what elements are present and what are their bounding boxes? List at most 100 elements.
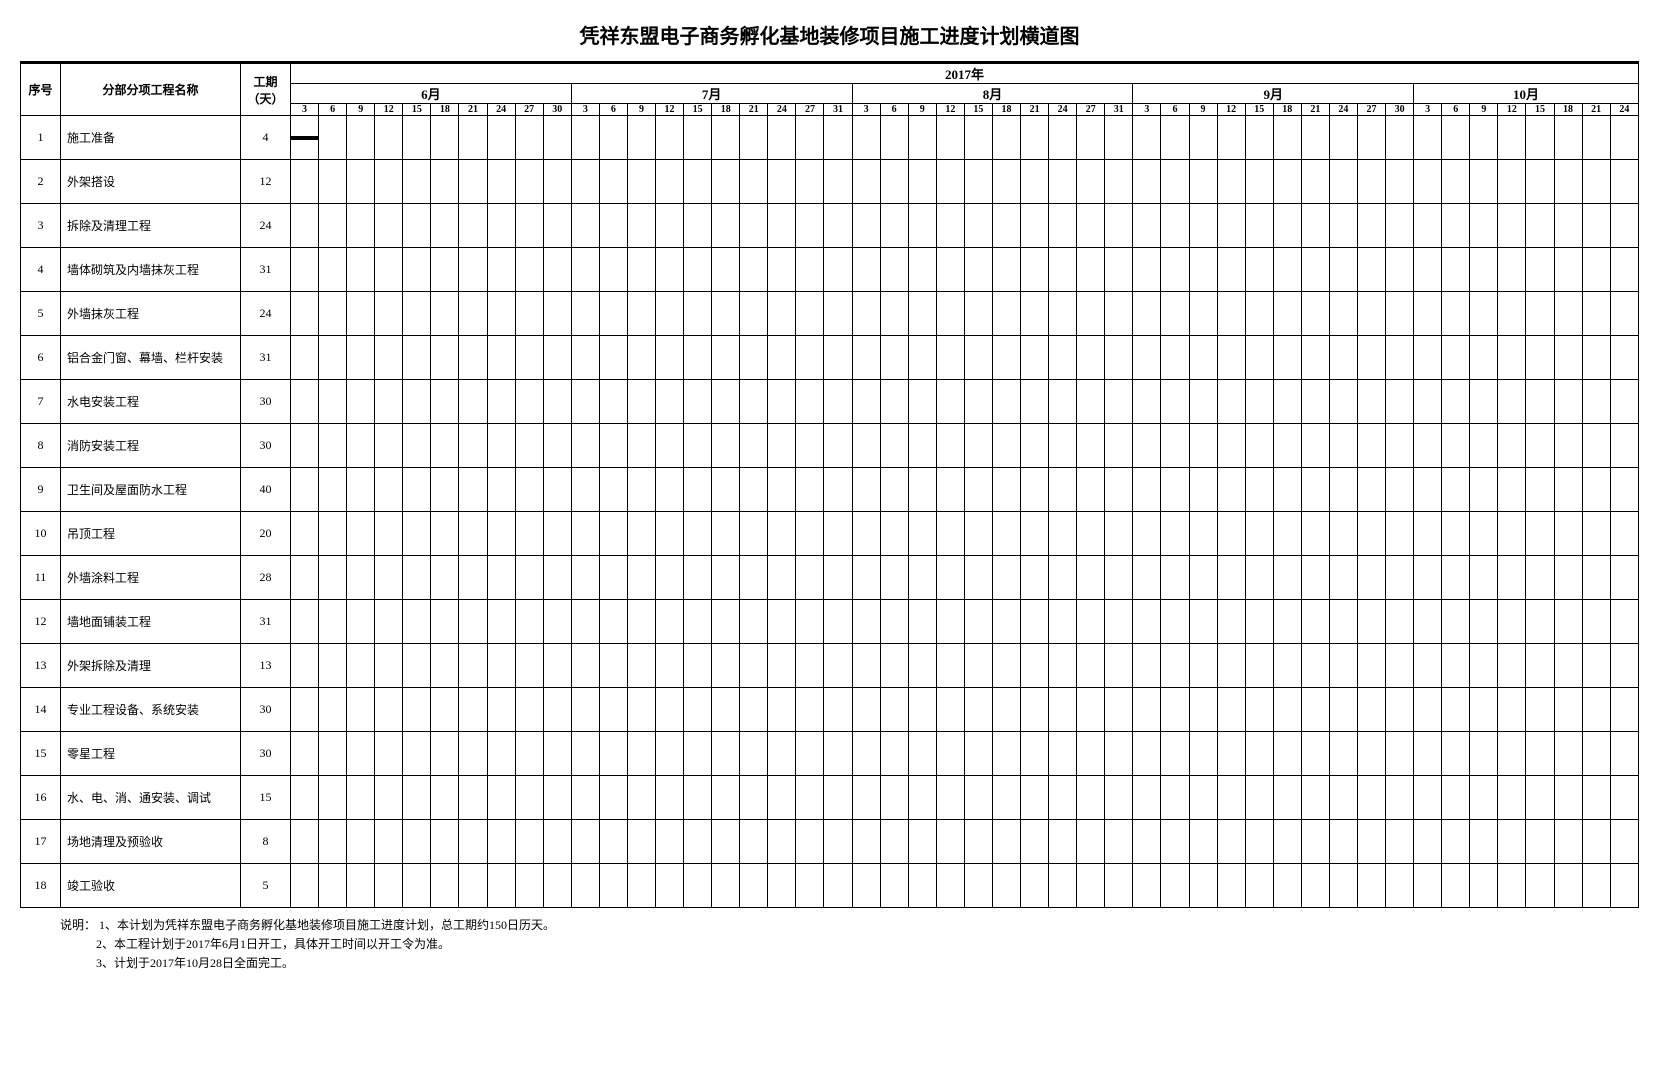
grid-cell [796, 732, 824, 776]
grid-cell [319, 160, 347, 204]
task-duration: 8 [241, 820, 291, 864]
grid-cell [1161, 292, 1189, 336]
grid-cell [1386, 248, 1414, 292]
grid-cell [740, 776, 768, 820]
task-name: 外墙涂料工程 [61, 556, 241, 600]
grid-cell [852, 776, 880, 820]
grid-cell [1217, 424, 1245, 468]
grid-cell [852, 380, 880, 424]
grid-cell [487, 820, 515, 864]
grid-cell [796, 776, 824, 820]
header-day: 24 [1329, 104, 1357, 116]
grid-cell [627, 600, 655, 644]
grid-cell [852, 204, 880, 248]
grid-cell [740, 512, 768, 556]
grid-cell [543, 600, 571, 644]
grid-cell [515, 424, 543, 468]
grid-cell [1049, 688, 1077, 732]
header-seq: 序号 [21, 64, 61, 116]
grid-cell [824, 556, 852, 600]
task-name: 吊顶工程 [61, 512, 241, 556]
task-duration: 4 [241, 116, 291, 160]
grid-cell [1386, 380, 1414, 424]
grid-cell [908, 644, 936, 688]
grid-cell [684, 600, 712, 644]
grid-cell [403, 248, 431, 292]
grid-cell [1077, 160, 1105, 204]
grid-cell [1217, 336, 1245, 380]
grid-cell [656, 248, 684, 292]
grid-cell [1301, 204, 1329, 248]
grid-cell [1329, 556, 1357, 600]
grid-cell [768, 204, 796, 248]
grid-cell [1526, 600, 1554, 644]
grid-cell [1245, 204, 1273, 248]
grid-cell [684, 424, 712, 468]
grid-cell [627, 116, 655, 160]
grid-cell [964, 380, 992, 424]
grid-cell [459, 292, 487, 336]
grid-cell [908, 424, 936, 468]
grid-cell [627, 292, 655, 336]
grid-cell [515, 864, 543, 908]
grid-cell [1526, 116, 1554, 160]
grid-cell [347, 248, 375, 292]
grid-cell [740, 600, 768, 644]
grid-cell [964, 688, 992, 732]
grid-cell [1554, 336, 1582, 380]
grid-cell [1273, 776, 1301, 820]
grid-cell [1582, 248, 1610, 292]
grid-cell [571, 644, 599, 688]
task-seq: 15 [21, 732, 61, 776]
grid-cell [1273, 600, 1301, 644]
task-row: 11外墙涂料工程28 [21, 556, 1639, 600]
grid-cell [740, 424, 768, 468]
grid-cell [431, 864, 459, 908]
grid-cell [487, 336, 515, 380]
grid-cell [319, 644, 347, 688]
grid-cell [1554, 380, 1582, 424]
grid-cell [375, 512, 403, 556]
grid-cell [1189, 644, 1217, 688]
grid-cell [1470, 468, 1498, 512]
grid-cell [1105, 248, 1133, 292]
grid-cell [1357, 424, 1385, 468]
grid-cell [1442, 468, 1470, 512]
grid-cell [1526, 248, 1554, 292]
grid-cell [1498, 512, 1526, 556]
grid-cell [627, 732, 655, 776]
grid-cell [375, 864, 403, 908]
grid-cell [1610, 512, 1638, 556]
grid-cell [599, 820, 627, 864]
header-day: 3 [291, 104, 319, 116]
grid-cell [1273, 248, 1301, 292]
grid-cell [908, 248, 936, 292]
grid-cell [1301, 336, 1329, 380]
grid-cell [880, 600, 908, 644]
grid-cell [347, 468, 375, 512]
grid-cell [571, 864, 599, 908]
task-duration: 40 [241, 468, 291, 512]
grid-cell [571, 556, 599, 600]
grid-cell [319, 468, 347, 512]
grid-cell [1077, 820, 1105, 864]
grid-cell [1105, 820, 1133, 864]
grid-cell [1217, 468, 1245, 512]
grid-cell [964, 512, 992, 556]
grid-cell [571, 116, 599, 160]
grid-cell [347, 204, 375, 248]
grid-cell [936, 688, 964, 732]
grid-cell [1582, 160, 1610, 204]
grid-cell [347, 160, 375, 204]
grid-cell [684, 160, 712, 204]
grid-cell [515, 116, 543, 160]
header-day: 12 [1498, 104, 1526, 116]
grid-cell [1049, 160, 1077, 204]
grid-cell [431, 512, 459, 556]
header-day: 6 [599, 104, 627, 116]
grid-cell [768, 864, 796, 908]
grid-cell [684, 336, 712, 380]
grid-cell [487, 688, 515, 732]
grid-cell [1414, 864, 1442, 908]
grid-cell [599, 776, 627, 820]
